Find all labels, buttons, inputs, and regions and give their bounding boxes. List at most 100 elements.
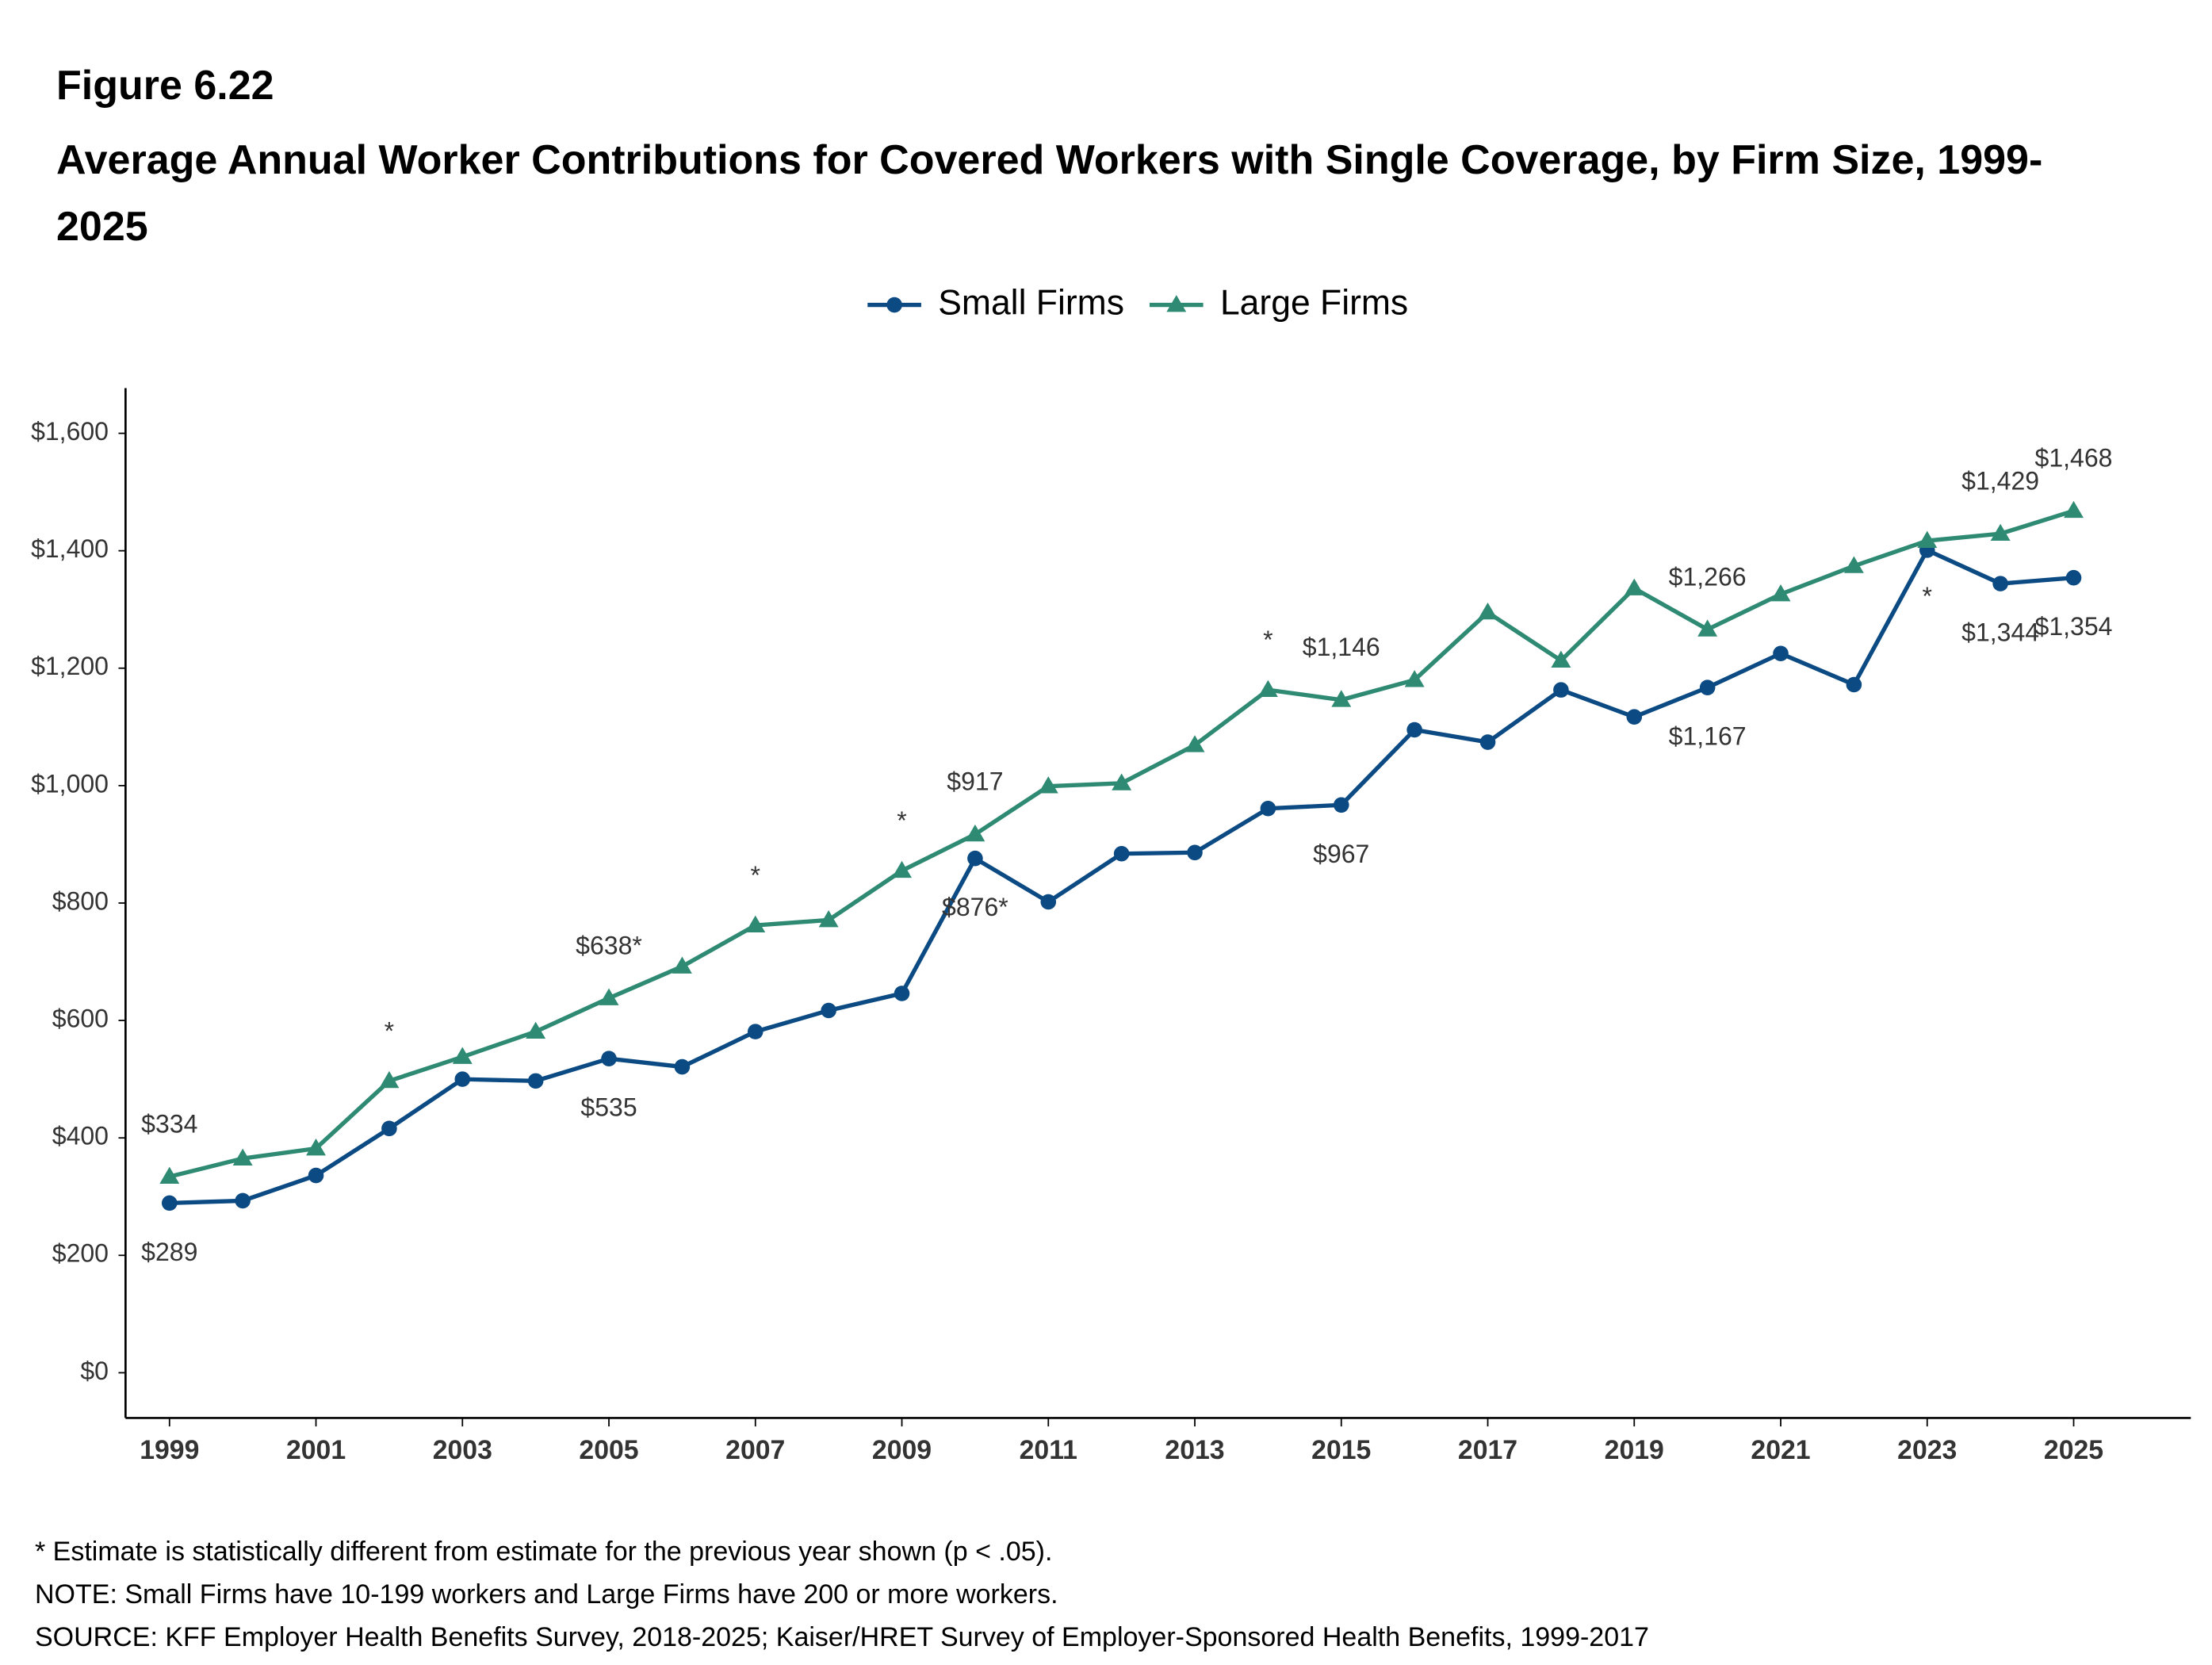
data-point (818, 909, 839, 928)
significance-flag: * (385, 1016, 394, 1045)
data-point (1697, 619, 1718, 637)
data-point (232, 1148, 253, 1166)
data-point (1551, 650, 1571, 668)
y-tick-label: $600 (52, 1005, 109, 1033)
data-point (1843, 556, 1864, 573)
data-point (381, 1120, 397, 1137)
note: * Estimate is statistically different fr… (35, 1537, 1053, 1567)
data-point (1626, 709, 1643, 725)
data-label: $1,266 (1669, 562, 1747, 591)
x-tick-label: 2001 (286, 1435, 346, 1465)
data-point (747, 1024, 763, 1039)
data-point (1479, 734, 1496, 750)
data-label: $1,354 (2035, 612, 2113, 641)
chart-title: Average Annual Worker Contributions for … (56, 137, 2043, 250)
x-tick-label: 2011 (1020, 1435, 1077, 1465)
data-point (1770, 584, 1791, 602)
data-point (1478, 602, 1498, 620)
y-tick-label: $1,000 (31, 769, 109, 798)
data-point (1406, 722, 1422, 738)
figure-label: Figure 6.22 (56, 63, 274, 109)
x-tick-label: 2007 (725, 1435, 785, 1465)
y-tick-label: $0 (80, 1357, 109, 1385)
y-tick-label: $1,200 (31, 652, 109, 680)
significance-flag: * (1263, 626, 1272, 654)
legend-label: Large Firms (1220, 283, 1408, 322)
data-label: $1,429 (1961, 467, 2039, 496)
data-label: $1,468 (2035, 444, 2113, 473)
data-point (821, 1002, 836, 1019)
data-point (1260, 800, 1276, 817)
data-point (1773, 645, 1789, 662)
data-point (1917, 530, 1938, 548)
data-point (379, 1070, 400, 1089)
data-point (2065, 569, 2082, 586)
data-point (1553, 682, 1569, 698)
x-tick-label: 2025 (2044, 1435, 2103, 1465)
data-point (526, 1021, 546, 1039)
data-label: $535 (580, 1093, 637, 1122)
y-tick-label: $200 (52, 1239, 109, 1268)
data-point (1187, 844, 1203, 861)
y-tick-label: $1,600 (31, 417, 109, 446)
data-point (1333, 797, 1349, 813)
data-point (306, 1139, 326, 1156)
x-tick-label: 2015 (1311, 1435, 1371, 1465)
x-tick-label: 2005 (579, 1435, 638, 1465)
data-label: $289 (141, 1238, 197, 1266)
note: SOURCE: KFF Employer Health Benefits Sur… (35, 1622, 1649, 1652)
significance-flag: * (897, 806, 906, 835)
data-label: $917 (947, 767, 1003, 796)
data-label: $334 (141, 1109, 197, 1138)
x-tick-label: 2023 (1897, 1435, 1957, 1465)
data-point (1040, 894, 1057, 910)
data-label: $1,167 (1669, 722, 1747, 751)
x-tick-label: 2017 (1458, 1435, 1517, 1465)
x-tick-label: 2009 (872, 1435, 932, 1465)
data-point (308, 1167, 324, 1184)
notes: * Estimate is statistically different fr… (35, 1530, 1649, 1659)
data-point (235, 1192, 251, 1209)
data-point (965, 824, 985, 842)
legend: Small Firms Large Firms (867, 283, 1408, 322)
data-point (1331, 690, 1352, 707)
data-point (745, 915, 766, 933)
legend-label: Small Firms (938, 283, 1124, 322)
data-point (1699, 679, 1716, 695)
data-point (1990, 523, 2011, 542)
data-point (161, 1195, 178, 1211)
data-label: $876* (942, 893, 1008, 921)
data-point (1846, 676, 1862, 693)
data-point (452, 1047, 473, 1064)
data-point (967, 850, 983, 867)
data-point (892, 860, 912, 878)
data-label: $638* (576, 931, 642, 959)
x-tick-label: 2021 (1751, 1435, 1810, 1465)
data-point (894, 986, 910, 1001)
x-tick-label: 2013 (1165, 1435, 1224, 1465)
data-point (1112, 773, 1132, 790)
data-point (599, 988, 619, 1005)
data-label: $1,344 (1961, 618, 2039, 647)
data-point (159, 1166, 180, 1184)
y-tick-label: $1,400 (31, 534, 109, 563)
data-point (1184, 735, 1205, 752)
data-label: $967 (1313, 840, 1369, 868)
x-tick-label: 2003 (433, 1435, 492, 1465)
series-line (169, 547, 2074, 1206)
significance-flag: * (1923, 582, 1932, 610)
data-point (1404, 670, 1425, 687)
data-point (527, 1073, 544, 1089)
data-point (2064, 500, 2084, 519)
data-point (1038, 776, 1058, 794)
data-point (672, 956, 692, 974)
significance-flag: * (751, 861, 760, 890)
x-tick-label: 1999 (140, 1435, 199, 1465)
data-point (454, 1071, 471, 1087)
legend-marker (1166, 295, 1187, 312)
legend-marker (886, 297, 902, 313)
y-tick-label: $800 (52, 886, 109, 915)
data-label: $1,146 (1303, 633, 1380, 661)
